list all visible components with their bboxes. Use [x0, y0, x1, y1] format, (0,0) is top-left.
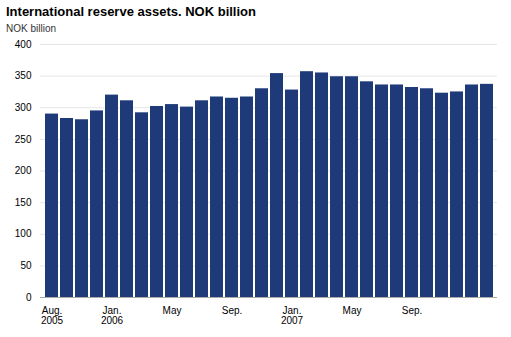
svg-text:May: May: [163, 305, 182, 316]
html-text:NOK billion: NOK billion: [6, 23, 56, 34]
svg-text:Jan.2006: Jan.2006: [101, 305, 124, 326]
svg-text:250: 250: [15, 134, 32, 145]
svg-text:200: 200: [15, 165, 32, 176]
svg-text:0: 0: [26, 292, 32, 303]
svg-text:150: 150: [15, 197, 32, 208]
svg-text:100: 100: [15, 228, 32, 239]
svg-text:May: May: [343, 305, 362, 316]
svg-text:400: 400: [15, 39, 32, 50]
svg-text:Sep.: Sep.: [402, 305, 423, 316]
svg-text:300: 300: [15, 102, 32, 113]
svg-text:50: 50: [20, 260, 32, 271]
svg-text:350: 350: [15, 70, 32, 81]
svg-text:Aug.2005: Aug.2005: [41, 305, 64, 326]
svg-text:Sep.: Sep.: [222, 305, 243, 316]
svg-text:Jan.2007: Jan.2007: [281, 305, 304, 326]
html-text:International reserve assets.: International reserve assets. NOK billio…: [6, 4, 256, 19]
